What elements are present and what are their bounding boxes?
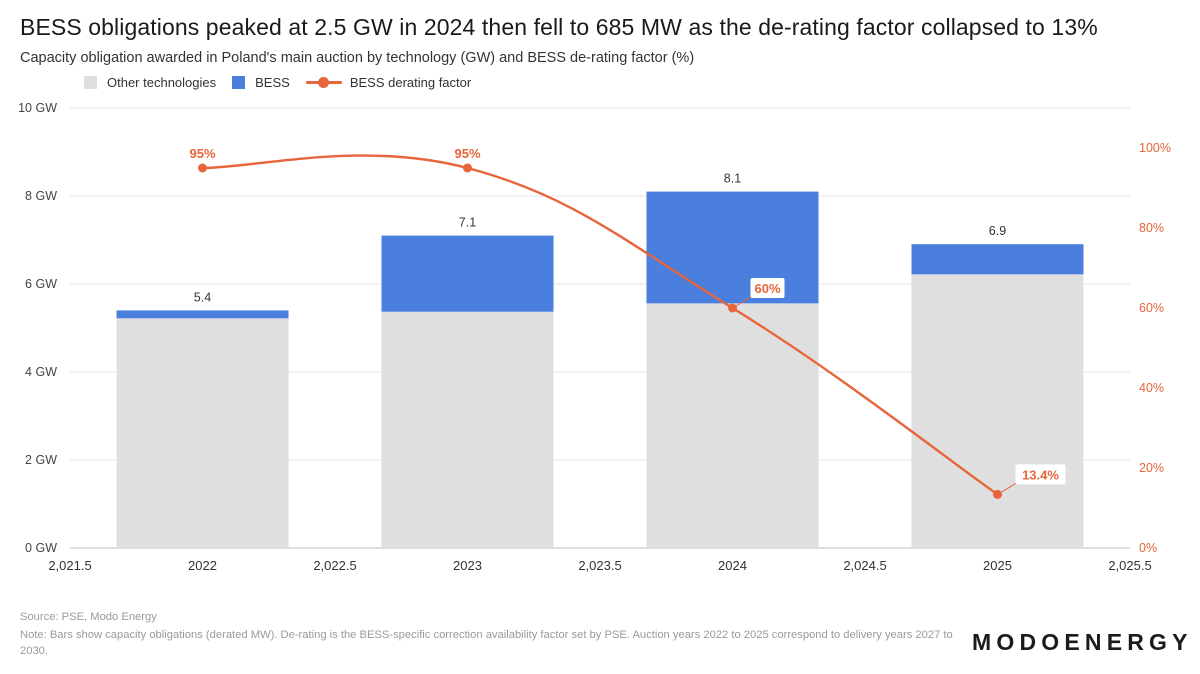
y2-tick-label: 100% [1139, 141, 1171, 155]
derating-line [202, 154, 999, 496]
bar-other-technologies [116, 318, 289, 548]
bar-other-technologies [381, 311, 554, 548]
y2-tick-label: 80% [1139, 221, 1164, 235]
x-tick-label: 2,021.5 [48, 558, 91, 573]
bar-other-technologies [646, 303, 819, 548]
x-tick-label: 2,025.5 [1108, 558, 1151, 573]
derating-label: 95% [189, 146, 215, 161]
bar-total-label: 5.4 [194, 290, 211, 304]
derating-label-box [1015, 464, 1066, 485]
y2-tick-label: 60% [1139, 301, 1164, 315]
bar-bess [381, 235, 554, 312]
source-note: Source: PSE, Modo Energy [20, 611, 157, 623]
legend-item-derating: .lg-line::before{background:#e8643a} BES… [305, 75, 472, 90]
legend-swatch-bess [232, 76, 246, 89]
x-tick-label: 2024 [718, 558, 747, 573]
legend-label-other: Other technologies [107, 75, 217, 90]
derating-point [198, 163, 207, 173]
y2-tick-label: 20% [1139, 461, 1164, 475]
legend-item-other: Other technologies [84, 75, 216, 90]
y-tick-label: 10 GW [18, 101, 57, 115]
x-tick-label: 2023 [453, 558, 482, 573]
chart-title: BESS obligations peaked at 2.5 GW in 202… [20, 14, 1098, 40]
legend-label-bess: BESS [255, 75, 290, 90]
y2-tick-label: 40% [1139, 381, 1164, 395]
x-tick-label: 2025 [983, 558, 1012, 573]
brand-logo: MODOENERGY [972, 629, 1193, 655]
bar-total-label: 8.1 [724, 172, 741, 186]
derating-label-leader [997, 481, 1018, 495]
derating-label-leader [732, 295, 753, 309]
footnote: Note: Bars show capacity obligations (de… [20, 629, 953, 657]
bar-total-label: 6.9 [989, 224, 1006, 238]
derating-label: 95% [454, 146, 480, 161]
chart-legend: Other technologies BESS .lg-line::before… [84, 75, 487, 90]
y-tick-label: 6 GW [25, 277, 57, 291]
x-tick-label: 2022 [188, 558, 217, 573]
derating-label: 13.4% [1022, 467, 1059, 482]
legend-label-derating: BESS derating factor [349, 75, 472, 90]
bar-bess [911, 244, 1084, 275]
y-tick-label: 0 GW [25, 541, 57, 555]
bar-bess [646, 191, 819, 304]
chart-subtitle: Capacity obligation awarded in Poland's … [20, 50, 695, 66]
legend-line-derating: .lg-line::before{background:#e8643a} [305, 76, 342, 89]
x-tick-label: 2,023.5 [578, 558, 621, 573]
bar-bess [116, 310, 289, 319]
y-tick-label: 8 GW [25, 189, 57, 203]
legend-item-bess: BESS [232, 75, 290, 90]
derating-label: 60% [754, 281, 780, 296]
bar-total-label: 7.1 [459, 216, 476, 230]
derating-point [463, 163, 472, 173]
legend-swatch-other [84, 76, 97, 89]
bar-other-technologies [911, 274, 1084, 548]
x-tick-label: 2,024.5 [843, 558, 886, 573]
y2-tick-label: 0% [1139, 541, 1157, 555]
y-tick-label: 2 GW [25, 453, 57, 467]
y-tick-label: 4 GW [25, 365, 57, 379]
derating-label-box [750, 278, 785, 298]
x-tick-label: 2,022.5 [313, 558, 356, 573]
